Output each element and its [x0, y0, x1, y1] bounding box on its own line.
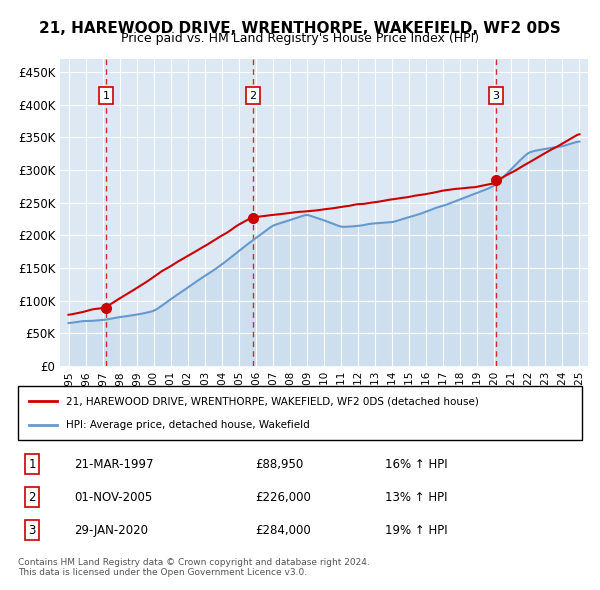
- Text: 2: 2: [28, 490, 36, 504]
- Text: 13% ↑ HPI: 13% ↑ HPI: [385, 490, 447, 504]
- Text: £88,950: £88,950: [255, 457, 303, 471]
- Text: 3: 3: [492, 91, 499, 101]
- Text: Contains HM Land Registry data © Crown copyright and database right 2024.
This d: Contains HM Land Registry data © Crown c…: [18, 558, 370, 577]
- Text: 1: 1: [28, 457, 36, 471]
- Text: 21-MAR-1997: 21-MAR-1997: [74, 457, 154, 471]
- Text: 21, HAREWOOD DRIVE, WRENTHORPE, WAKEFIELD, WF2 0DS (detached house): 21, HAREWOOD DRIVE, WRENTHORPE, WAKEFIEL…: [66, 396, 479, 407]
- Text: 1: 1: [103, 91, 110, 101]
- Text: 21, HAREWOOD DRIVE, WRENTHORPE, WAKEFIELD, WF2 0DS: 21, HAREWOOD DRIVE, WRENTHORPE, WAKEFIEL…: [39, 21, 561, 35]
- Text: 3: 3: [28, 523, 36, 537]
- Text: 01-NOV-2005: 01-NOV-2005: [74, 490, 152, 504]
- Text: £226,000: £226,000: [255, 490, 311, 504]
- Text: 19% ↑ HPI: 19% ↑ HPI: [385, 523, 447, 537]
- Text: 29-JAN-2020: 29-JAN-2020: [74, 523, 148, 537]
- Text: 16% ↑ HPI: 16% ↑ HPI: [385, 457, 447, 471]
- FancyBboxPatch shape: [18, 386, 582, 440]
- Text: £284,000: £284,000: [255, 523, 311, 537]
- Text: 2: 2: [250, 91, 257, 101]
- Text: Price paid vs. HM Land Registry's House Price Index (HPI): Price paid vs. HM Land Registry's House …: [121, 32, 479, 45]
- Text: HPI: Average price, detached house, Wakefield: HPI: Average price, detached house, Wake…: [66, 419, 310, 430]
